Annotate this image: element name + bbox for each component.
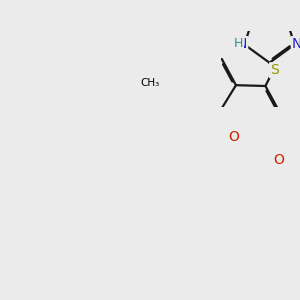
Text: S: S [270, 63, 279, 77]
Text: N: N [292, 37, 300, 51]
Text: O: O [273, 153, 284, 167]
Text: O: O [228, 130, 239, 144]
Text: N: N [237, 37, 247, 51]
Text: H: H [234, 37, 243, 50]
Text: CH₃: CH₃ [140, 78, 160, 88]
